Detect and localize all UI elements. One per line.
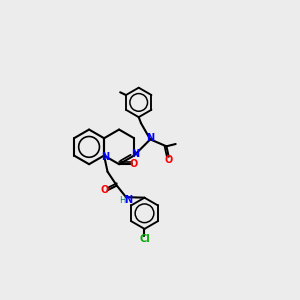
Text: N: N <box>146 133 154 143</box>
Text: Cl: Cl <box>139 234 150 244</box>
Text: N: N <box>131 149 139 159</box>
Text: O: O <box>130 159 138 169</box>
Text: N: N <box>124 195 132 205</box>
Text: N: N <box>101 152 109 162</box>
Text: O: O <box>165 155 173 165</box>
Text: H: H <box>119 196 126 205</box>
Text: O: O <box>100 185 109 195</box>
